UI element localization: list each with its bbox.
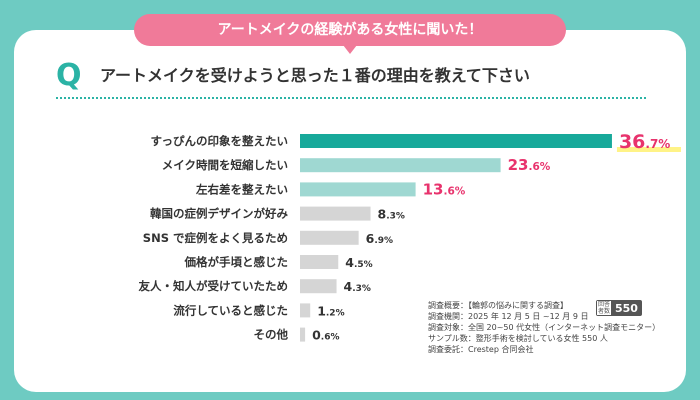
- category-label: 友人・知人が受けていたため: [139, 279, 289, 293]
- value-label: 4.3%: [344, 279, 371, 294]
- banner-pointer: [343, 45, 357, 54]
- value-label: 6.9%: [366, 231, 393, 246]
- dotted-divider: [56, 97, 646, 99]
- survey-note-line: 調査機関：2025 年 12 月 5 日 ~12 月 9 日: [428, 312, 589, 321]
- respondents-badge: 回答者数 550: [596, 300, 642, 316]
- category-label: 韓国の症例デザインが好み: [150, 207, 288, 221]
- value-label: 0.6%: [312, 328, 339, 343]
- value-label: 23.6%: [508, 156, 551, 174]
- category-label: 価格が手頃と感じた: [184, 255, 289, 269]
- survey-notes: 調査概要：【輪郭の悩みに関する調査】 調査機関：2025 年 12 月 5 日 …: [428, 300, 668, 355]
- value-label: 8.3%: [378, 207, 405, 222]
- respondents-count: 550: [615, 301, 638, 315]
- bar: [300, 206, 371, 221]
- bar: [300, 303, 311, 318]
- survey-note-line: 調査対象：全国 20~50 代女性（インターネット調査モニター）: [428, 323, 661, 332]
- survey-note-line: サンプル数：整形手術を検討している女性 550 人: [428, 334, 608, 343]
- survey-note-line: 調査委託：Crestep 合同会社: [428, 345, 534, 354]
- category-label: メイク時間を短縮したい: [162, 158, 288, 172]
- bar: [300, 255, 339, 269]
- category-label: その他: [254, 328, 289, 342]
- value-label: 1.2%: [317, 303, 344, 318]
- bar: [300, 279, 337, 294]
- survey-banner: アートメイクの経験がある女性に聞いた！: [134, 14, 566, 46]
- respondents-label: 回答者数: [597, 301, 611, 315]
- bar: [300, 230, 359, 245]
- value-highlight: [616, 147, 681, 152]
- question-text: アートメイクを受けようと思った１番の理由を教えて下さい: [100, 66, 530, 85]
- category-label: 流行していると感じた: [173, 303, 288, 317]
- value-label: 4.5%: [345, 255, 372, 270]
- category-label: すっぴんの印象を整えたい: [150, 134, 288, 148]
- bar: [300, 134, 612, 148]
- value-label: 13.6%: [423, 180, 466, 198]
- bar: [300, 327, 306, 342]
- value-label: 36.7%: [619, 131, 670, 153]
- question-mark-icon: Q: [56, 58, 82, 93]
- category-label: 左右差を整えたい: [195, 182, 288, 196]
- survey-note-line: 調査概要：【輪郭の悩みに関する調査】: [428, 301, 568, 310]
- bar: [300, 182, 416, 197]
- bar: [300, 158, 501, 173]
- category-label: SNS で症例をよく見るため: [143, 231, 288, 245]
